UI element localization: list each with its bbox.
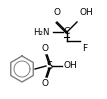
- Text: OH: OH: [63, 61, 77, 70]
- Text: S: S: [46, 61, 52, 71]
- Text: C: C: [64, 27, 70, 36]
- Text: F: F: [82, 44, 87, 53]
- Text: O: O: [42, 44, 48, 53]
- Text: OH: OH: [80, 8, 94, 17]
- Text: H₂N: H₂N: [33, 28, 50, 37]
- Text: O: O: [42, 79, 48, 88]
- Text: O: O: [54, 8, 60, 17]
